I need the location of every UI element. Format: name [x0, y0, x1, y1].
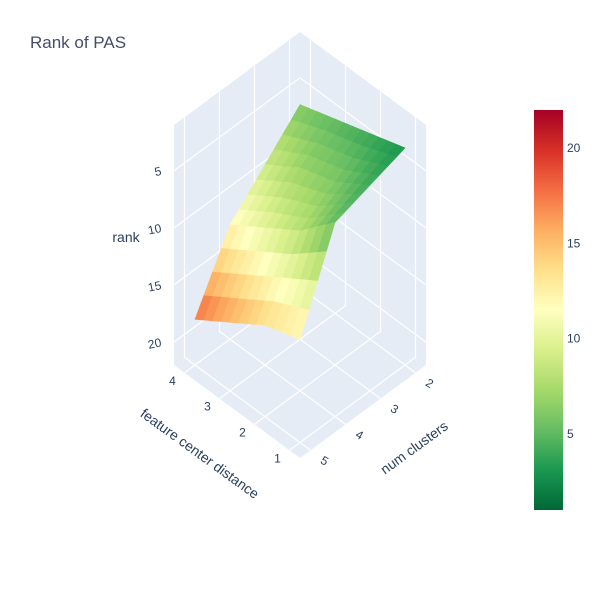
surface-patch — [290, 307, 310, 341]
z-tick-label: 10 — [147, 221, 163, 238]
floor-gridline-x — [254, 330, 381, 425]
floor-gridline-y — [184, 356, 311, 451]
colorbar-tick-label: 20 — [567, 141, 581, 155]
floor-gridline-x — [219, 305, 346, 400]
colorbar: 5 10 15 20 — [534, 110, 581, 510]
colorbar-gradient — [534, 110, 563, 510]
z-tick-label: 5 — [153, 164, 163, 179]
chart-title: Rank of PAS — [30, 33, 127, 52]
colorbar-tick-label: 10 — [567, 332, 581, 346]
wall-gridline-z — [173, 77, 301, 172]
colorbar-tick-label: 5 — [567, 427, 574, 441]
floor-gridline-y — [219, 330, 346, 425]
y-tick-label: 4 — [353, 427, 366, 443]
z-tick-label: 20 — [147, 335, 163, 352]
back-right-wall — [300, 32, 426, 365]
x-axis-title: feature center distance — [138, 405, 263, 502]
y-tick-label: 3 — [388, 401, 401, 417]
z-axis-title: rank — [112, 229, 140, 245]
y-tick-label: 5 — [318, 453, 331, 469]
colorbar-tick-label: 15 — [567, 236, 581, 250]
z-tick-label: 15 — [147, 278, 163, 295]
y-tick-label: 2 — [423, 376, 436, 392]
wall-gridline-z — [299, 77, 427, 172]
x-tick-label: 1 — [274, 451, 281, 465]
x-tick-label: 3 — [204, 400, 211, 414]
surface — [194, 104, 406, 341]
y-axis-title: num clusters — [377, 418, 451, 478]
floor-gridline-x — [289, 356, 416, 451]
x-tick-label: 2 — [239, 425, 246, 439]
x-tick-label: 4 — [169, 374, 176, 388]
